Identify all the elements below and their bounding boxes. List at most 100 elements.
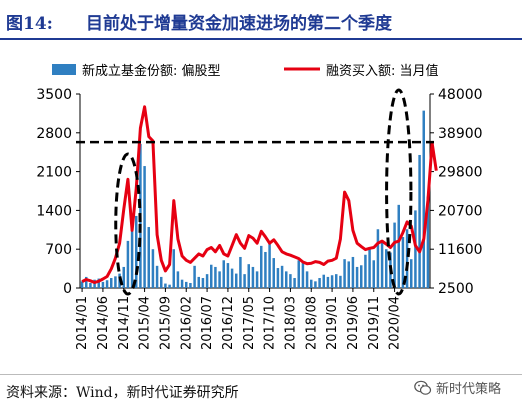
bar bbox=[343, 259, 346, 288]
bar bbox=[130, 227, 134, 288]
bar bbox=[422, 110, 425, 288]
bar bbox=[285, 271, 288, 288]
legend-label-line: 融资买入额: 当月值 bbox=[326, 63, 439, 79]
bar bbox=[193, 265, 196, 288]
bar bbox=[293, 278, 296, 288]
bar bbox=[351, 256, 355, 288]
y-right-tick-label: 38900 bbox=[438, 126, 483, 142]
bar bbox=[335, 274, 338, 288]
bar bbox=[330, 275, 334, 288]
y-right-tick-label: 48000 bbox=[438, 87, 483, 103]
bar bbox=[264, 251, 267, 288]
x-tick-label: 2016/02 bbox=[179, 296, 194, 350]
bar bbox=[405, 229, 409, 288]
x-tick-label: 2016/07 bbox=[200, 296, 215, 350]
bar bbox=[347, 261, 350, 288]
bar bbox=[280, 265, 284, 288]
x-tick-label: 2020/04 bbox=[388, 296, 403, 350]
bar bbox=[251, 266, 255, 288]
bar bbox=[368, 247, 371, 288]
line-series bbox=[81, 105, 438, 284]
y-right-tick-label: 29800 bbox=[438, 165, 483, 181]
bar bbox=[80, 281, 84, 288]
bar bbox=[364, 254, 367, 288]
bar bbox=[155, 265, 159, 288]
x-tick-label: 2014/01 bbox=[75, 296, 90, 350]
bar bbox=[89, 283, 92, 288]
bar bbox=[205, 274, 209, 288]
bar bbox=[235, 273, 238, 288]
x-tick-label: 2017/05 bbox=[242, 296, 257, 350]
bar bbox=[393, 222, 396, 288]
bar bbox=[314, 281, 317, 288]
legend-label-bars: 新成立基金份额: 偏股型 bbox=[82, 63, 221, 79]
bar bbox=[243, 274, 246, 288]
bar bbox=[426, 196, 430, 288]
figure-label: 图14: bbox=[6, 14, 53, 34]
highlight-ellipse bbox=[114, 152, 142, 296]
bar bbox=[289, 274, 292, 288]
y-right-tick-label: 20700 bbox=[438, 203, 483, 219]
bar bbox=[189, 283, 192, 288]
x-tick-label: 2015/09 bbox=[158, 296, 173, 350]
wechat-icon bbox=[414, 380, 432, 395]
bar bbox=[322, 274, 325, 288]
bar bbox=[201, 278, 205, 288]
y-left-tick-label: 700 bbox=[45, 242, 72, 258]
bar bbox=[222, 260, 225, 288]
source-note: 资料来源：Wind，新时代证券研究所 bbox=[6, 385, 239, 401]
bar bbox=[376, 229, 380, 288]
bar bbox=[85, 276, 88, 288]
x-tick-label: 2018/08 bbox=[304, 296, 319, 350]
bar bbox=[185, 281, 188, 288]
bar bbox=[310, 279, 313, 288]
bar bbox=[326, 276, 330, 288]
bar bbox=[297, 260, 300, 288]
x-tick-label: 2018/03 bbox=[283, 296, 298, 350]
x-tick-label: 2015/04 bbox=[138, 296, 153, 350]
bar bbox=[180, 279, 184, 288]
y-left-tick-label: 1400 bbox=[36, 203, 72, 219]
bar bbox=[401, 237, 405, 288]
y-left-tick-label: 2100 bbox=[36, 165, 72, 181]
x-tick-label: 2014/11 bbox=[117, 296, 132, 350]
y-right-tick-label: 2500 bbox=[438, 281, 474, 297]
bar bbox=[247, 264, 250, 288]
x-tick-label: 2019/11 bbox=[367, 296, 382, 350]
bar bbox=[197, 276, 200, 288]
bar bbox=[272, 258, 275, 288]
bar bbox=[105, 280, 109, 288]
bar bbox=[380, 241, 384, 288]
bar bbox=[164, 283, 167, 288]
x-tick-label: 2019/01 bbox=[325, 296, 340, 350]
bar bbox=[147, 227, 150, 288]
x-tick-label: 2017/10 bbox=[263, 296, 278, 350]
bar bbox=[210, 264, 213, 288]
y-left-tick-label: 0 bbox=[63, 281, 72, 297]
bar bbox=[226, 263, 230, 288]
source-divider bbox=[0, 374, 522, 375]
bar bbox=[110, 278, 113, 288]
x-tick-label: 2019/06 bbox=[346, 296, 361, 350]
bar bbox=[126, 240, 130, 288]
bar bbox=[214, 266, 217, 288]
bar bbox=[143, 166, 146, 288]
y-left-tick-label: 2800 bbox=[36, 126, 72, 142]
bar bbox=[410, 259, 413, 288]
watermark: 新时代策略 bbox=[414, 378, 501, 397]
bar bbox=[168, 284, 171, 288]
legend-swatch-bars bbox=[52, 64, 76, 75]
bar bbox=[114, 276, 117, 288]
bar bbox=[172, 249, 175, 288]
y-right-tick-label: 11600 bbox=[438, 242, 483, 258]
figure-title: 目前处于增量资金加速进场的第二个季度 bbox=[86, 14, 392, 34]
figure-header: 图14: 目前处于增量资金加速进场的第二个季度 bbox=[0, 0, 522, 40]
bar bbox=[268, 242, 271, 288]
bar bbox=[372, 260, 375, 288]
bar bbox=[385, 249, 388, 288]
x-tick-label: 2014/06 bbox=[96, 296, 111, 350]
bar bbox=[97, 278, 100, 288]
watermark-text: 新时代策略 bbox=[436, 382, 502, 397]
bar bbox=[339, 275, 342, 288]
bar bbox=[122, 266, 125, 288]
